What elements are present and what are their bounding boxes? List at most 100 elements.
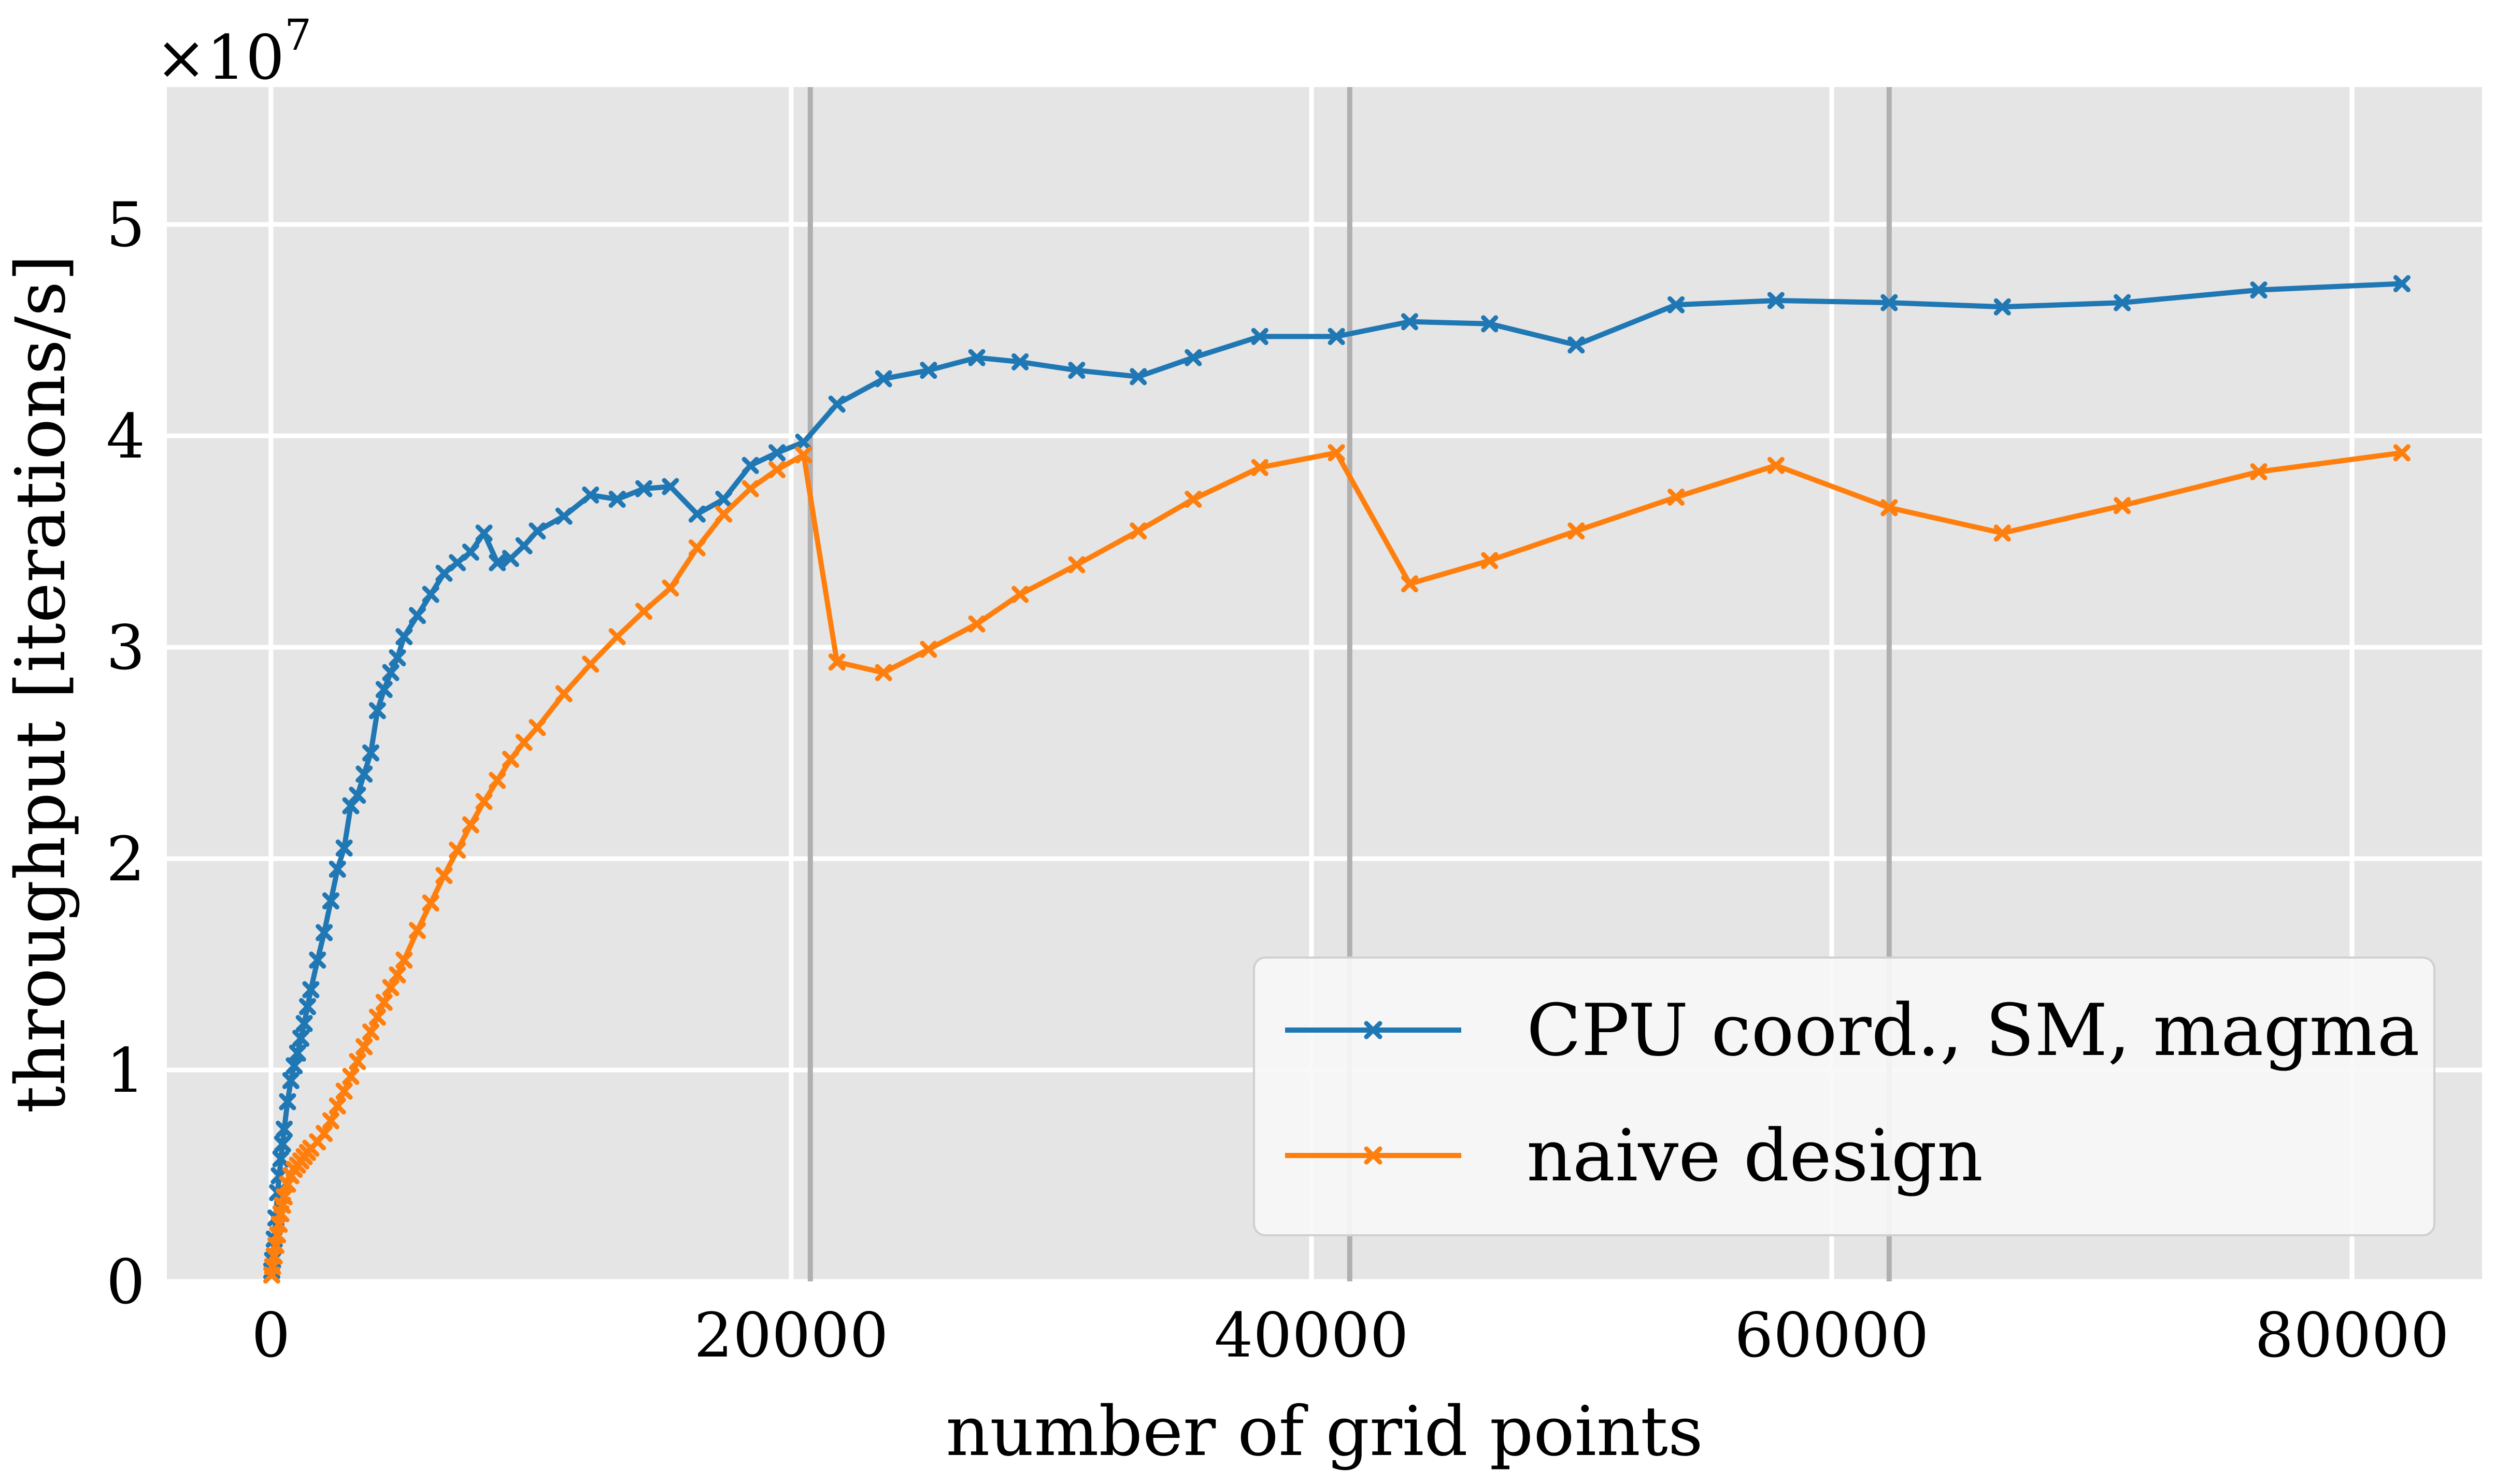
series-1-point-30: [395, 628, 413, 646]
series-1-point-56: [1068, 362, 1086, 379]
series-1-point-70: [2393, 275, 2411, 292]
series-1-point-39: [515, 537, 533, 554]
series-2-point-44: [635, 603, 653, 620]
series-2-point-26: [368, 1008, 386, 1026]
series-2-point-35: [462, 816, 479, 834]
series-2-point-27: [375, 993, 393, 1011]
series-2-point-70: [2393, 444, 2411, 462]
legend-box: [1253, 957, 2435, 1236]
series-2-point-41: [555, 685, 573, 703]
series-1-point-68: [2114, 294, 2131, 311]
series-1-point-64: [1667, 296, 1685, 313]
series-1-point-63: [1567, 336, 1585, 354]
series-2-point-37: [489, 772, 506, 789]
series-1-point-55: [1011, 353, 1029, 370]
series-2-point-45: [662, 579, 679, 597]
series-1-point-49: [768, 444, 786, 462]
series-2-point-20: [329, 1097, 346, 1115]
series-1-point-23: [349, 787, 366, 804]
series-2-point-54: [968, 615, 986, 633]
series-1-point-25: [362, 744, 380, 762]
series-2-point-19: [322, 1112, 339, 1130]
series-2-point-18: [316, 1124, 333, 1142]
series-1-point-27: [375, 681, 393, 698]
series-2-point-43: [608, 628, 626, 646]
series-1-point-32: [422, 586, 439, 603]
series-2-point-34: [449, 841, 466, 859]
series-layer: [263, 275, 2411, 1284]
legend-marker-series-1: [1364, 1021, 1382, 1039]
legend-marker-icon-2: [1364, 1146, 1382, 1165]
series-1-point-52: [875, 370, 892, 388]
series-2-point-8: [276, 1188, 293, 1206]
series-2-point-33: [435, 867, 453, 884]
series-1-point-12: [289, 1044, 306, 1062]
series-1-point-66: [1880, 294, 1898, 311]
y-tick-label-0: 0: [106, 1246, 145, 1318]
legend-marker-icon-1: [1364, 1021, 1382, 1039]
series-2-point-64: [1667, 488, 1685, 506]
series-2-point-69: [2250, 463, 2268, 480]
series-2-point-51: [828, 653, 846, 671]
x-tick-label-2: 40000: [1214, 1300, 1408, 1371]
series-2-point-22: [342, 1067, 360, 1085]
series-1-point-26: [368, 702, 386, 719]
series-2-point-28: [382, 979, 400, 996]
series-2-point-31: [409, 922, 426, 939]
y-tick-label-2: 2: [106, 823, 145, 895]
series-2-point-32: [422, 894, 439, 912]
series-1-point-43: [608, 491, 626, 508]
series-2-point-60: [1328, 444, 1345, 462]
series-1-point-67: [1993, 298, 2011, 316]
series-1-point-36: [475, 524, 493, 542]
x-tick-label-0: 0: [251, 1300, 290, 1371]
series-1-point-24: [355, 765, 373, 783]
series-1-point-50: [795, 433, 812, 451]
series-2-point-58: [1185, 491, 1202, 508]
series-1-point-34: [449, 554, 466, 572]
series-1-point-57: [1130, 368, 1147, 386]
series-2-point-42: [582, 655, 600, 673]
series-2-point-30: [395, 951, 413, 969]
series-2-point-61: [1401, 575, 1418, 593]
series-1-point-60: [1328, 327, 1345, 345]
y-axis-multiplier-exponent: 7: [284, 11, 311, 60]
x-axis-label: number of grid points: [946, 1392, 1703, 1472]
series-2-point-56: [1068, 556, 1086, 574]
series-1-point-65: [1767, 292, 1785, 309]
series-2-point-48: [742, 480, 759, 497]
series-1-point-62: [1481, 315, 1499, 333]
x-tick-label-4: 80000: [2255, 1300, 2449, 1371]
series-1-point-7: [274, 1135, 291, 1153]
series-2-point-49: [768, 461, 786, 478]
series-2-point-25: [362, 1023, 380, 1041]
series-2-point-63: [1567, 522, 1585, 540]
series-1-point-28: [382, 664, 400, 681]
series-1-point-15: [298, 998, 316, 1016]
x-tick-label-3: 60000: [1734, 1300, 1929, 1371]
series-1-point-41: [555, 507, 573, 525]
series-2-point-40: [529, 719, 546, 736]
series-1-point-11: [286, 1057, 303, 1075]
series-2-point-24: [355, 1038, 373, 1055]
series-1-point-69: [2250, 281, 2268, 299]
series-1-point-29: [389, 649, 406, 666]
series-2-point-38: [502, 750, 519, 768]
series-1-point-10: [282, 1072, 300, 1089]
series-1-point-44: [635, 480, 653, 497]
series-2-point-68: [2114, 497, 2131, 515]
series-1-point-16: [302, 981, 320, 998]
series-1-point-47: [715, 491, 733, 508]
series-1-point-61: [1401, 313, 1418, 331]
legend-marker-series-2: [1364, 1146, 1382, 1165]
series-1-point-48: [742, 456, 759, 474]
series-2-point-66: [1880, 499, 1898, 517]
series-1-point-22: [342, 797, 360, 815]
series-1-point-6: [272, 1150, 290, 1167]
series-2-point-53: [920, 640, 937, 658]
series-2-point-57: [1130, 522, 1147, 540]
series-2-point-59: [1251, 459, 1268, 476]
series-1-point-13: [292, 1030, 310, 1047]
series-1-point-33: [435, 564, 453, 582]
